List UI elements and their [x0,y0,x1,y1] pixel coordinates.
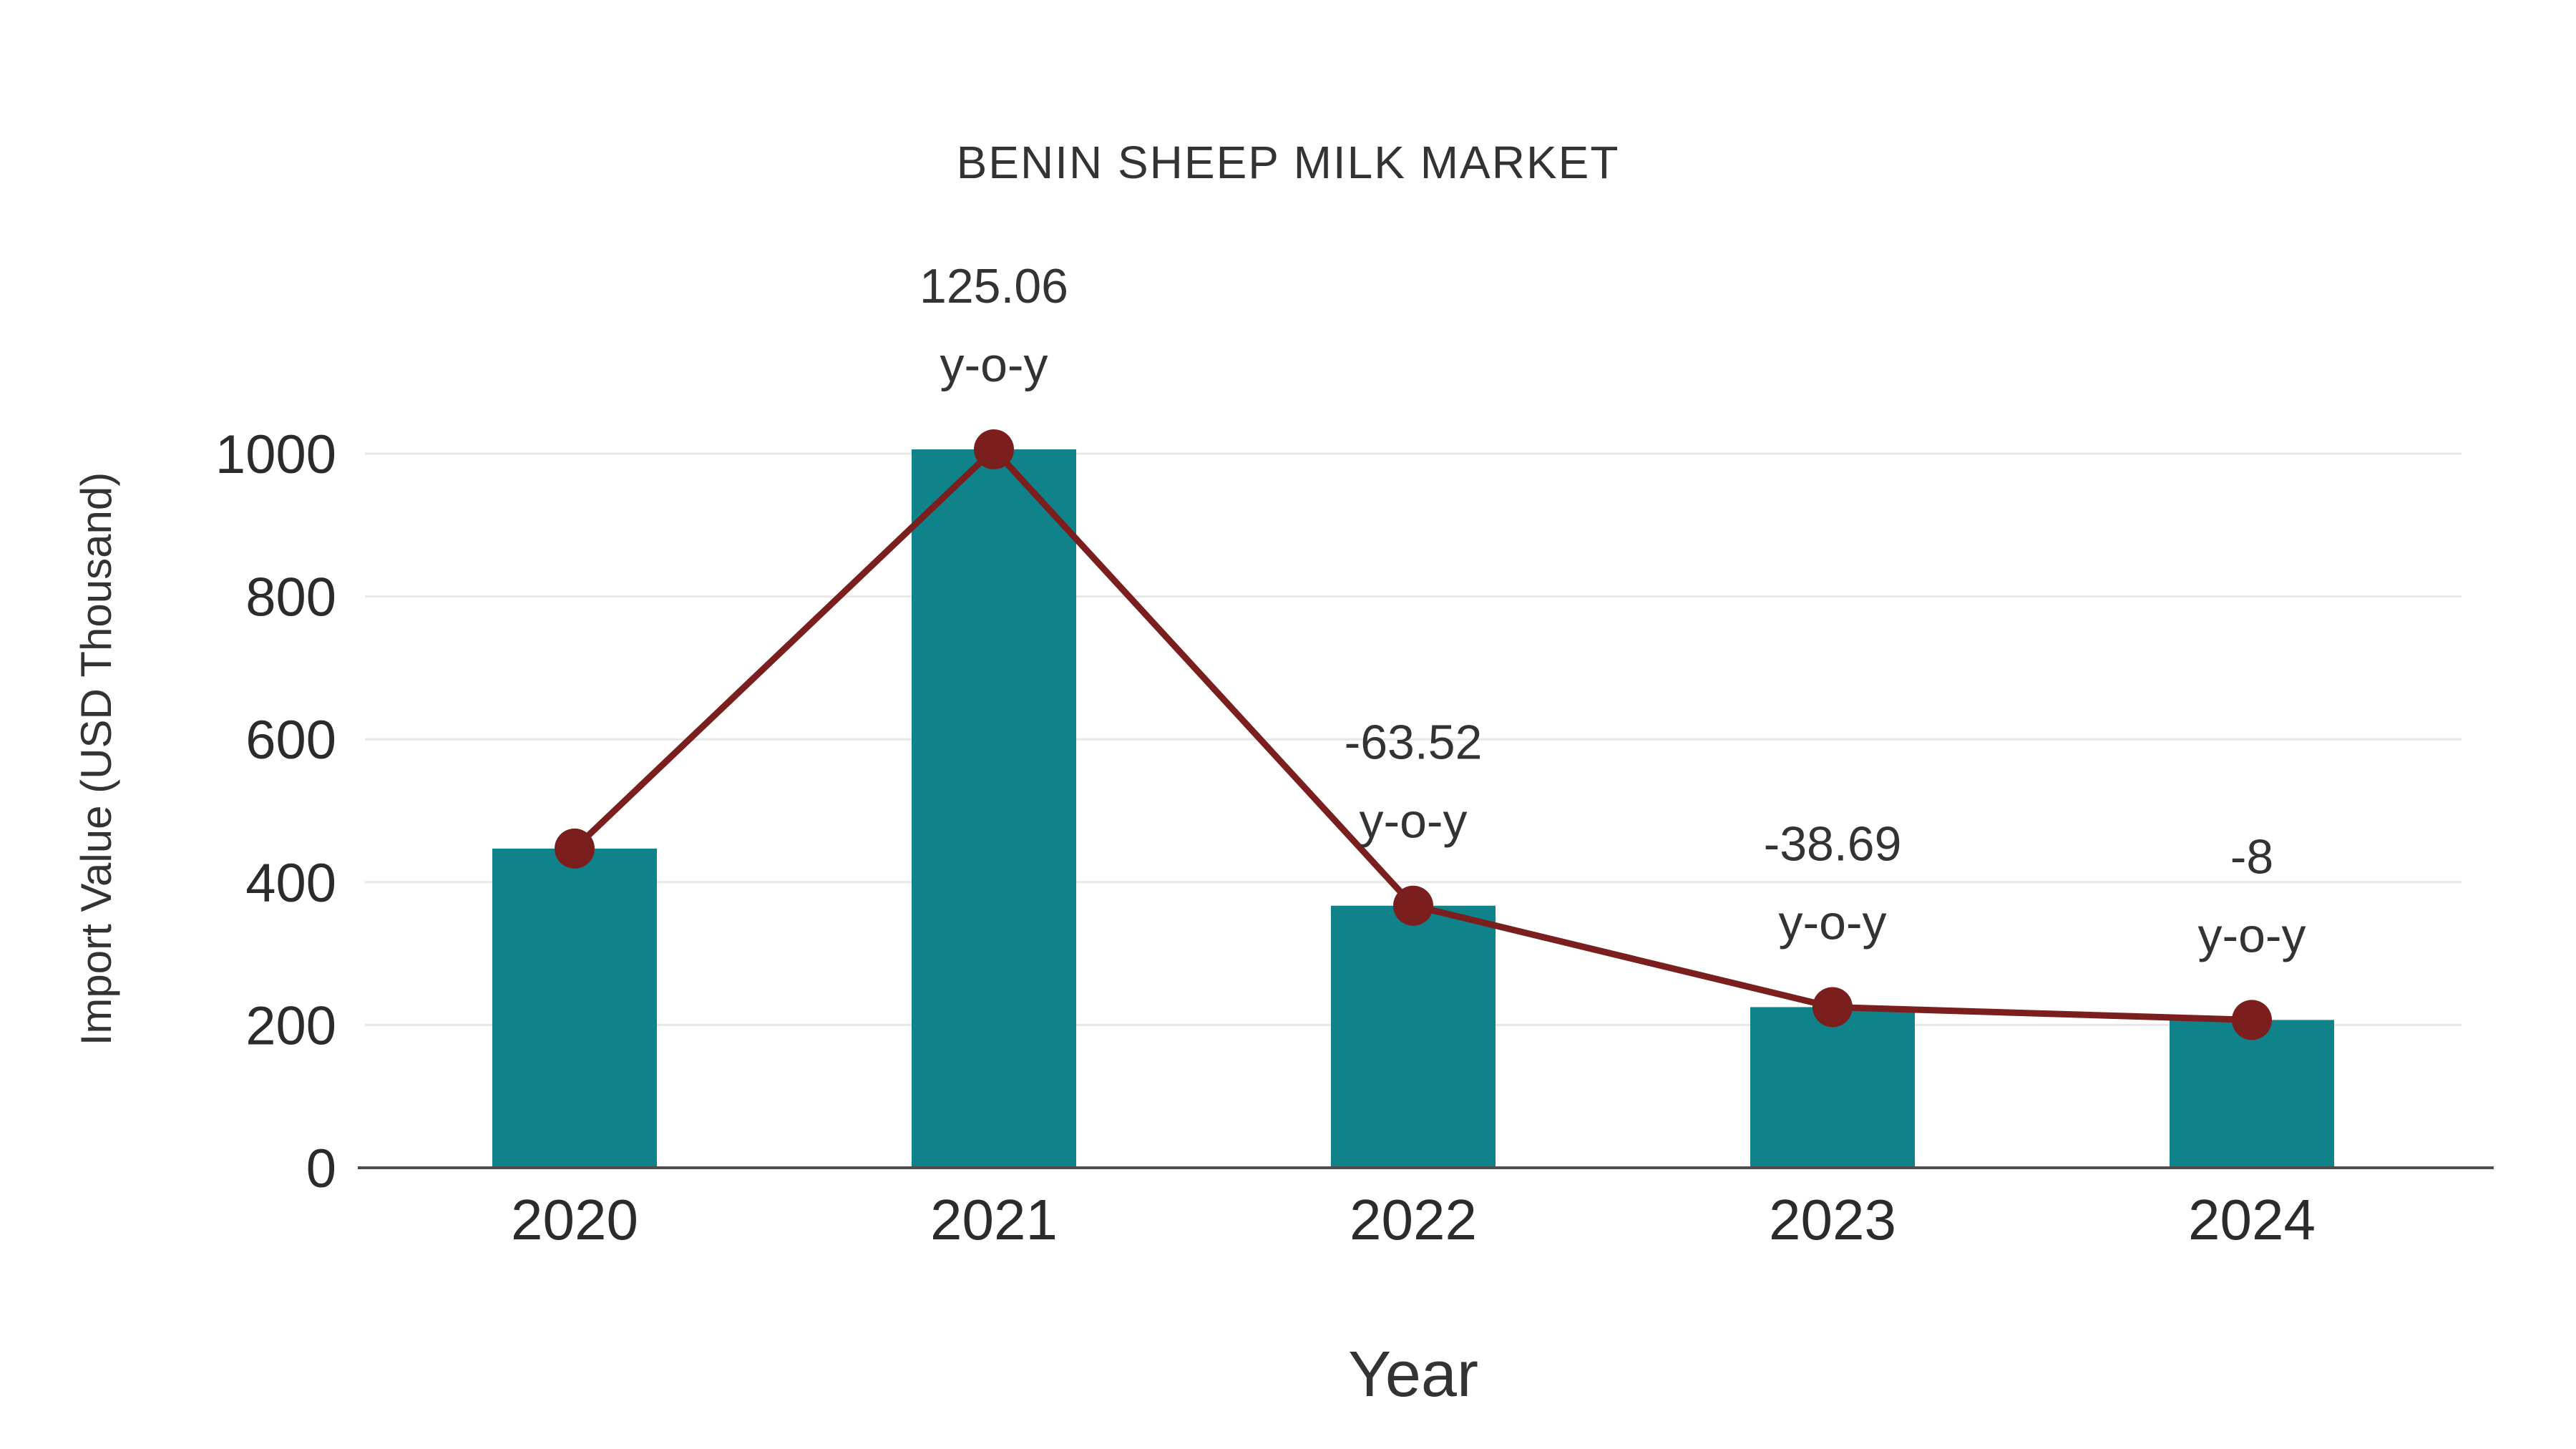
annotation-suffix-2024: y-o-y [2197,908,2306,962]
annotation-value-2024: -8 [2230,829,2273,884]
y-tick-label-400: 400 [245,853,336,914]
yoy-point-2024 [2232,1000,2272,1040]
yoy-point-2021 [974,429,1014,470]
x-tick-label-2020: 2020 [511,1188,638,1252]
x-axis-title: Year [1348,1339,1478,1410]
y-tick-label-600: 600 [245,710,336,771]
bar-2022 [1331,905,1496,1168]
bar-2023 [1750,1007,1915,1168]
y-tick-label-200: 200 [245,995,336,1056]
x-tick-label-2024: 2024 [2188,1188,2316,1252]
yoy-point-2022 [1393,885,1433,926]
bar-2021 [912,449,1076,1168]
x-tick-label-2023: 2023 [1769,1188,1896,1252]
annotation-suffix-2022: y-o-y [1359,794,1467,849]
y-tick-label-0: 0 [306,1138,336,1199]
chart-title: BENIN SHEEP MILK MARKET [956,137,1620,188]
annotation-suffix-2023: y-o-y [1778,895,1886,950]
yoy-point-2023 [1813,987,1853,1028]
bar-2020 [492,848,657,1168]
annotation-value-2023: -38.69 [1764,816,1902,871]
x-tick-label-2022: 2022 [1350,1188,1477,1252]
annotation-value-2022: -63.52 [1345,716,1483,770]
annotation-suffix-2021: y-o-y [940,338,1048,392]
bar-2024 [2170,1020,2334,1168]
y-tick-label-800: 800 [245,567,336,628]
y-tick-label-1000: 1000 [215,424,336,485]
yoy-point-2020 [555,828,595,869]
annotation-value-2021: 125.06 [919,259,1068,313]
x-tick-label-2021: 2021 [930,1188,1058,1252]
